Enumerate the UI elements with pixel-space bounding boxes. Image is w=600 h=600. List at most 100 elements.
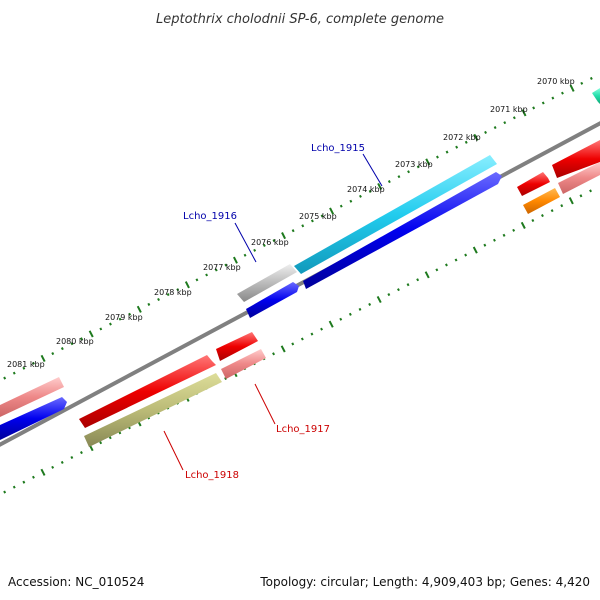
minor-tick xyxy=(445,263,448,267)
cds-arrow-red-right-small[interactable] xyxy=(517,172,550,196)
minor-tick xyxy=(464,140,468,144)
backbone-line xyxy=(0,121,600,447)
minor-tick xyxy=(320,327,323,331)
minor-tick xyxy=(300,337,304,341)
tick-label: 2072 kbp xyxy=(443,133,481,142)
minor-tick xyxy=(214,268,218,272)
minor-tick xyxy=(22,366,26,370)
minor-tick xyxy=(3,376,7,380)
minor-tick xyxy=(541,101,545,105)
major-tick xyxy=(328,320,334,328)
major-tick xyxy=(424,271,430,279)
minor-tick xyxy=(51,465,55,469)
minor-tick xyxy=(99,441,103,445)
major-tick xyxy=(520,221,526,229)
tick-label: 2079 kbp xyxy=(105,313,143,322)
minor-tick xyxy=(503,121,507,125)
minor-tick xyxy=(445,150,449,154)
major-tick xyxy=(88,330,94,338)
cds-arrow-red-short[interactable] xyxy=(216,332,258,361)
gene-label-lcho-1918[interactable]: Lcho_1918 xyxy=(185,470,239,481)
minor-tick xyxy=(70,455,74,460)
minor-tick xyxy=(51,352,55,356)
major-tick xyxy=(472,246,478,254)
minor-tick xyxy=(368,302,372,306)
major-tick xyxy=(473,133,479,141)
minor-tick xyxy=(108,436,112,440)
minor-tick xyxy=(454,258,458,262)
minor-tick xyxy=(464,253,468,257)
minor-tick xyxy=(195,278,199,282)
tick-label: 2070 kbp xyxy=(537,77,575,86)
gene-label-lcho-1917[interactable]: Lcho_1917 xyxy=(276,424,330,435)
minor-tick xyxy=(205,273,209,277)
minor-tick xyxy=(60,460,64,464)
minor-tick xyxy=(407,170,410,174)
minor-tick xyxy=(128,312,132,316)
minor-tick xyxy=(262,243,266,247)
cds-arrow-pink-short[interactable] xyxy=(221,349,266,379)
minor-tick xyxy=(32,475,35,479)
gene-label-lcho-1916[interactable]: Lcho_1916 xyxy=(183,211,237,222)
major-tick xyxy=(569,84,575,92)
major-tick xyxy=(425,158,431,166)
major-tick xyxy=(377,182,383,191)
minor-tick xyxy=(60,347,64,351)
minor-tick xyxy=(339,317,343,321)
major-tick xyxy=(376,295,382,304)
minor-tick xyxy=(358,307,362,311)
major-tick xyxy=(329,207,335,215)
minor-tick xyxy=(455,145,459,149)
major-tick xyxy=(184,281,190,289)
map-title: Leptothrix cholodnii SP-6, complete geno… xyxy=(156,12,444,27)
major-tick xyxy=(136,305,142,313)
cds-arrow-pink-left[interactable] xyxy=(0,377,64,417)
tick-label: 2076 kbp xyxy=(251,238,289,247)
minor-tick xyxy=(550,209,554,213)
cds-arrow-grey[interactable] xyxy=(237,264,297,302)
minor-tick xyxy=(272,239,276,243)
minor-tick xyxy=(387,180,391,184)
minor-tick xyxy=(435,268,439,272)
cds-arrow-red-long[interactable] xyxy=(79,355,216,428)
cds-arrow-pink-right[interactable] xyxy=(558,162,600,194)
minor-tick xyxy=(291,342,295,346)
minor-tick xyxy=(493,126,497,130)
outer-tick-ruler xyxy=(3,76,593,380)
minor-tick xyxy=(561,91,564,95)
minor-tick xyxy=(32,361,35,365)
genome-summary-text: Topology: circular; Length: 4,909,403 bp… xyxy=(259,575,590,589)
cds-arrow-red-right[interactable] xyxy=(552,140,600,178)
major-tick xyxy=(233,256,238,264)
minor-tick xyxy=(589,189,592,193)
major-tick xyxy=(40,354,46,363)
minor-tick xyxy=(551,96,555,100)
minor-tick xyxy=(387,293,391,297)
minor-tick xyxy=(109,322,112,326)
cds-arrow-blue-forward[interactable] xyxy=(303,172,502,289)
minor-tick xyxy=(80,451,83,455)
minor-tick xyxy=(310,332,314,336)
minor-tick xyxy=(224,263,228,267)
cds-arrow-blue-short[interactable] xyxy=(246,282,299,318)
tick-label: 2078 kbp xyxy=(154,288,192,297)
minor-tick xyxy=(589,76,593,80)
cds-arrow-olive[interactable] xyxy=(84,373,222,447)
cds-arrow-orange[interactable] xyxy=(523,188,560,214)
leader-line xyxy=(234,222,257,263)
minor-tick xyxy=(397,175,401,179)
minor-tick xyxy=(416,278,420,282)
minor-tick xyxy=(291,229,295,233)
cds-arrow-teal[interactable] xyxy=(592,88,600,104)
major-tick xyxy=(40,468,46,476)
gene-labels: Lcho_1915 Lcho_1916 Lcho_1917 Lcho_1918 xyxy=(163,143,383,481)
minor-tick xyxy=(502,233,506,237)
minor-tick xyxy=(310,219,314,223)
cds-arrow-cyan[interactable] xyxy=(294,155,497,274)
gene-label-lcho-1915[interactable]: Lcho_1915 xyxy=(311,143,365,154)
minor-tick xyxy=(493,238,496,242)
cds-arrow-blue-left[interactable] xyxy=(0,397,67,440)
minor-tick xyxy=(3,490,7,494)
minor-tick xyxy=(349,199,353,203)
